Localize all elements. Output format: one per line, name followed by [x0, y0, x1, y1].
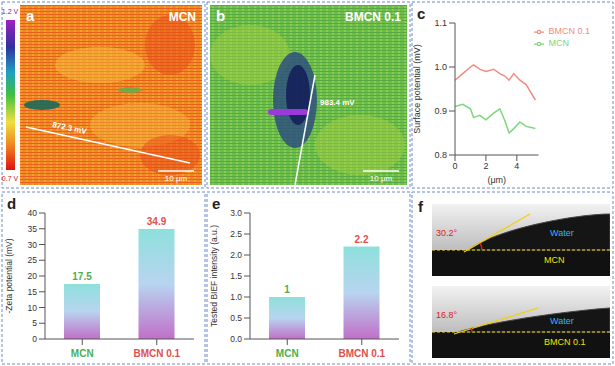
svg-text:1.2 V: 1.2 V: [2, 8, 19, 15]
svg-text:3.0: 3.0: [230, 208, 242, 218]
svg-text:5: 5: [32, 318, 37, 328]
html-text:d: d: [7, 195, 17, 212]
svg-text:-Zeta potential (mV): -Zeta potential (mV): [4, 238, 14, 313]
svg-text:0.8: 0.8: [434, 150, 447, 160]
svg-text:b: b: [216, 7, 225, 24]
svg-text:MCN: MCN: [169, 10, 196, 24]
svg-text:0: 0: [452, 161, 457, 171]
svg-text:f: f: [418, 198, 424, 215]
svg-text:BMCN 0.1: BMCN 0.1: [133, 348, 180, 359]
svg-text:15: 15: [28, 287, 38, 297]
svg-text:16.8°: 16.8°: [436, 310, 458, 320]
html-text:BMCN 0.1: BMCN 0.1: [548, 26, 590, 36]
svg-text:Surface potential (mV): Surface potential (mV): [413, 44, 422, 134]
svg-text:872.3 mV: 872.3 mV: [52, 120, 88, 136]
svg-text:17.5: 17.5: [72, 271, 92, 282]
svg-text:Water: Water: [550, 228, 574, 238]
svg-text:BMCN 0.1: BMCN 0.1: [345, 10, 401, 24]
svg-text:4: 4: [514, 161, 519, 171]
svg-text:0: 0: [32, 334, 37, 344]
svg-text:10 μm: 10 μm: [370, 174, 393, 183]
svg-text:2: 2: [483, 161, 488, 171]
svg-text:Tested BIEF intensity (a.u.): Tested BIEF intensity (a.u.): [209, 225, 219, 327]
html-text:MCN: MCN: [548, 38, 569, 48]
svg-text:BMCN 0.1: BMCN 0.1: [544, 337, 586, 347]
html-text:e: e: [212, 195, 221, 212]
svg-text:BMCN 0.1: BMCN 0.1: [338, 348, 385, 359]
svg-text:34.9: 34.9: [147, 216, 167, 227]
svg-text:0.7 V: 0.7 V: [2, 175, 19, 182]
svg-text:1: 1: [284, 284, 290, 295]
svg-text:20: 20: [28, 271, 38, 281]
svg-text:2.5: 2.5: [230, 229, 242, 239]
svg-text:1.1: 1.1: [434, 18, 447, 28]
svg-text:a: a: [26, 7, 35, 24]
svg-text:983.4 mV: 983.4 mV: [320, 98, 355, 107]
html-text:c: c: [417, 5, 426, 22]
svg-text:1.0: 1.0: [230, 292, 242, 302]
svg-text:2.2: 2.2: [355, 234, 369, 245]
svg-text:10: 10: [28, 303, 38, 313]
svg-text:0.5: 0.5: [230, 313, 242, 323]
svg-text:0.9: 0.9: [434, 106, 447, 116]
svg-text:35: 35: [28, 224, 38, 234]
svg-text:10 μm: 10 μm: [165, 174, 188, 183]
svg-text:Water: Water: [550, 316, 574, 326]
svg-text:30.2°: 30.2°: [436, 228, 458, 238]
svg-text:25: 25: [28, 255, 38, 265]
svg-text:MCN: MCN: [71, 348, 94, 359]
svg-text:0.0: 0.0: [230, 334, 242, 344]
svg-text:30: 30: [28, 240, 38, 250]
svg-text:1.5: 1.5: [230, 271, 242, 281]
svg-text:MCN: MCN: [544, 255, 565, 265]
svg-text:1.0: 1.0: [434, 62, 447, 72]
svg-text:MCN: MCN: [276, 348, 299, 359]
svg-text:2.0: 2.0: [230, 250, 242, 260]
svg-text:40: 40: [28, 208, 38, 218]
svg-text:(μm): (μm): [487, 175, 506, 185]
